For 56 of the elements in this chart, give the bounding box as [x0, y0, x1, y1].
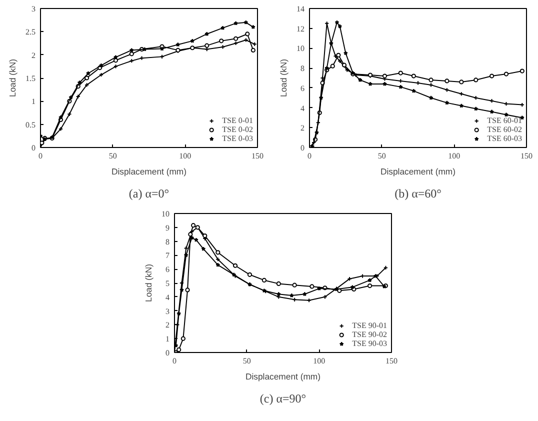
y-tick-label: 2 — [166, 320, 170, 330]
y-tick-label: 6 — [166, 265, 170, 274]
legend-label: TSE 90-01 — [352, 321, 387, 330]
y-tick-label: 10 — [296, 44, 304, 54]
x-tick-label: 150 — [386, 356, 398, 366]
y-tick-label: 0 — [32, 144, 36, 152]
y-tick-label: 0.5 — [26, 120, 36, 130]
y-tick-label: 2 — [32, 50, 36, 60]
y-tick-label: 5 — [166, 279, 170, 288]
y-tick-label: 12 — [296, 24, 304, 34]
x-tick-label: 0 — [308, 152, 312, 160]
legend-label: TSE 60-03 — [487, 134, 522, 143]
legend-label: TSE 90-02 — [352, 330, 387, 339]
text: (c) α=90° — [260, 392, 306, 406]
y-tick-label: 3 — [166, 306, 170, 316]
y-tick-label: 2.5 — [26, 28, 36, 37]
y-axis-title: Load (kN) — [8, 58, 18, 98]
x-tick-label: 100 — [313, 356, 326, 366]
y-tick-label: 0 — [300, 144, 304, 152]
x-tick-label: 0 — [38, 152, 42, 160]
y-axis-title: Load (kN) — [144, 264, 154, 302]
x-tick-label: 150 — [520, 152, 532, 160]
x-tick-label: 0 — [172, 356, 176, 366]
y-tick-label: 14 — [296, 4, 304, 14]
text: (b) α=60° — [394, 186, 442, 200]
x-tick-label: 50 — [108, 152, 117, 160]
legend-label: TSE 0-01 — [222, 116, 253, 125]
legend-label: TSE 60-02 — [487, 125, 522, 134]
x-axis-title: Displacement (mm) — [111, 166, 187, 176]
legend-label: TSE 0-03 — [222, 134, 253, 143]
y-tick-label: 8 — [166, 237, 170, 246]
y-tick-label: 10 — [162, 210, 170, 218]
text: (a) α=0° — [128, 186, 170, 200]
legend-label: TSE 0-02 — [222, 125, 253, 134]
x-tick-label: 100 — [448, 152, 460, 160]
y-tick-label: 2 — [300, 124, 304, 133]
y-tick-label: 1.5 — [26, 74, 36, 83]
legend-label: TSE 60-01 — [487, 116, 522, 125]
y-tick-label: 8 — [300, 64, 304, 74]
y-axis-title: Load (kN) — [278, 58, 288, 98]
x-tick-label: 50 — [242, 356, 251, 366]
y-tick-label: 1 — [166, 334, 170, 344]
x-tick-label: 50 — [378, 152, 386, 160]
y-tick-label: 0 — [166, 348, 170, 358]
y-tick-label: 3 — [32, 4, 36, 14]
y-tick-label: 7 — [166, 251, 170, 260]
y-tick-label: 1 — [32, 97, 36, 106]
y-tick-label: 4 — [300, 104, 304, 113]
y-tick-label: 4 — [166, 292, 170, 302]
x-axis-title: Displacement (mm) — [380, 166, 456, 176]
legend-label: TSE 90-03 — [352, 339, 387, 348]
y-tick-label: 9 — [166, 223, 170, 232]
x-axis-title: Displacement (mm) — [245, 372, 321, 382]
y-tick-label: 6 — [300, 84, 304, 93]
x-tick-label: 150 — [252, 152, 264, 160]
x-tick-label: 100 — [179, 152, 192, 160]
